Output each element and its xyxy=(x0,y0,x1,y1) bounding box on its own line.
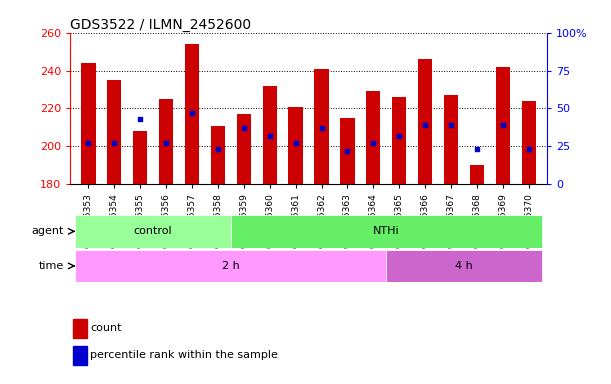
Text: 2 h: 2 h xyxy=(222,261,240,271)
Point xyxy=(291,140,301,146)
Point xyxy=(394,133,404,139)
Point xyxy=(316,125,326,131)
Point xyxy=(265,133,274,139)
Bar xyxy=(211,126,225,184)
Point xyxy=(524,146,533,152)
Text: 4 h: 4 h xyxy=(455,261,473,271)
Point xyxy=(135,116,145,122)
Bar xyxy=(315,69,329,184)
Text: NTHi: NTHi xyxy=(373,226,400,237)
Text: GDS3522 / ILMN_2452600: GDS3522 / ILMN_2452600 xyxy=(70,18,251,31)
Text: control: control xyxy=(134,226,172,237)
Point xyxy=(343,148,353,154)
Text: percentile rank within the sample: percentile rank within the sample xyxy=(90,350,278,360)
Bar xyxy=(444,95,458,184)
Point xyxy=(109,140,119,146)
Bar xyxy=(522,101,536,184)
Text: count: count xyxy=(90,323,122,333)
Point xyxy=(368,140,378,146)
Bar xyxy=(81,63,95,184)
Bar xyxy=(107,80,122,184)
Point xyxy=(446,122,456,128)
Bar xyxy=(392,97,406,184)
Point xyxy=(239,125,249,131)
Bar xyxy=(75,215,231,248)
Bar xyxy=(386,250,542,282)
Bar xyxy=(340,118,354,184)
Point xyxy=(187,110,197,116)
Bar xyxy=(496,67,510,184)
Point xyxy=(84,140,93,146)
Text: time: time xyxy=(39,261,64,271)
Bar xyxy=(75,250,386,282)
Bar xyxy=(288,107,302,184)
Bar xyxy=(366,91,381,184)
Bar xyxy=(263,86,277,184)
Bar xyxy=(231,215,542,248)
Bar xyxy=(418,59,432,184)
Point xyxy=(472,146,482,152)
Point xyxy=(213,146,223,152)
Point xyxy=(498,122,508,128)
Point xyxy=(161,140,171,146)
Point xyxy=(420,122,430,128)
Bar xyxy=(470,166,484,184)
Bar xyxy=(159,99,174,184)
Text: agent: agent xyxy=(32,226,64,237)
Bar xyxy=(236,114,251,184)
Bar xyxy=(185,44,199,184)
Bar xyxy=(133,131,147,184)
